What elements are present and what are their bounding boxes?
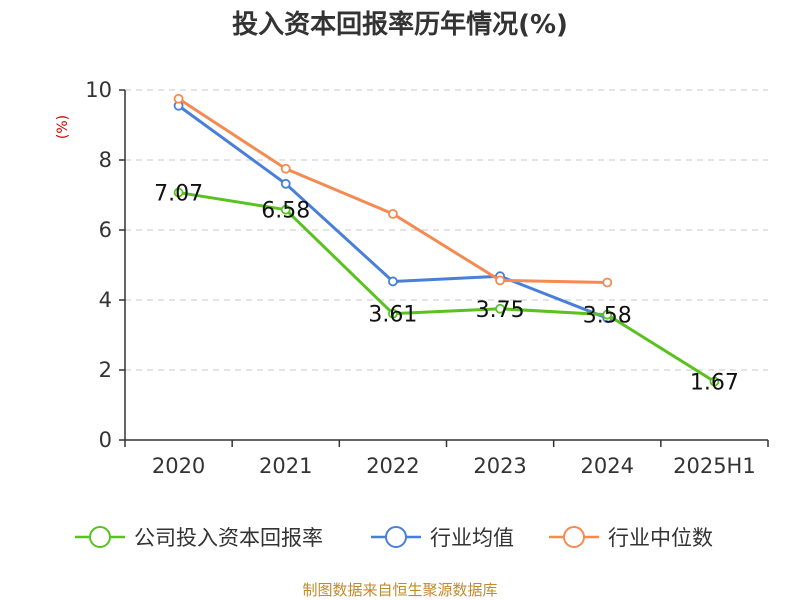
- y-tick-label: 10: [85, 78, 112, 102]
- x-tick-label: 2021: [259, 454, 312, 478]
- source-note: 制图数据来自恒生聚源数据库: [302, 581, 497, 599]
- series-2-point: [173, 93, 184, 104]
- legend-label: 行业中位数: [608, 526, 713, 550]
- legend-marker-icon: [385, 526, 407, 548]
- series-1-point: [388, 276, 398, 287]
- y-tick-label: 2: [99, 358, 112, 382]
- x-tick-label: 2022: [366, 454, 419, 478]
- y-tick-label: 8: [99, 148, 112, 172]
- series-line-0: [178, 191, 716, 383]
- legend-item-1: 行业均值: [371, 526, 514, 550]
- series-line-2: [177, 97, 608, 284]
- series-0-point: [709, 376, 720, 387]
- x-tick-label: 2025H1: [673, 454, 756, 478]
- series-2-point: [495, 275, 505, 286]
- series-0-point: [280, 204, 291, 215]
- legend: 公司投入资本回报率 行业均值 行业中位数: [75, 526, 713, 550]
- legend-item-2: 行业中位数: [549, 526, 713, 550]
- series-0-point: [388, 308, 398, 319]
- x-tick-label: 2020: [152, 454, 205, 478]
- series-0-point: [495, 303, 505, 314]
- legend-marker-icon: [563, 526, 585, 548]
- legend-marker-icon: [89, 526, 111, 548]
- series-2-point: [280, 163, 291, 174]
- data-labels: 7.07 6.58 3.61 3.75 3.58 1.67: [154, 182, 739, 396]
- x-tick-label: 2024: [581, 454, 634, 478]
- y-axis-unit-label: (%): [55, 115, 71, 139]
- data-label: 6.58: [261, 199, 310, 224]
- chart-title: 投入资本回报率历年情况(%): [232, 9, 568, 40]
- data-label: 3.58: [583, 304, 632, 329]
- data-label: 3.61: [368, 303, 417, 328]
- series-2-point: [388, 208, 398, 219]
- axes: 0 2 4 6 8 10 2020 2021 2022 2023 2024 2025H1: [85, 78, 769, 478]
- data-label: 3.75: [476, 298, 525, 323]
- grid-lines: [125, 89, 768, 371]
- x-tick-label: 2023: [473, 454, 526, 478]
- y-tick-label: 6: [99, 218, 112, 242]
- y-tick-label: 4: [99, 288, 112, 312]
- legend-item-0: 公司投入资本回报率: [75, 526, 323, 550]
- data-label: 7.07: [154, 182, 203, 207]
- series-2-point: [602, 277, 613, 288]
- legend-label: 行业均值: [430, 526, 514, 550]
- series-0-point: [602, 309, 613, 320]
- series-0-point: [173, 187, 184, 198]
- y-tick-label: 0: [99, 428, 112, 452]
- series-1-point: [280, 178, 291, 189]
- series-lines: [173, 93, 720, 387]
- data-label: 1.67: [690, 371, 739, 396]
- legend-label: 公司投入资本回报率: [134, 526, 323, 550]
